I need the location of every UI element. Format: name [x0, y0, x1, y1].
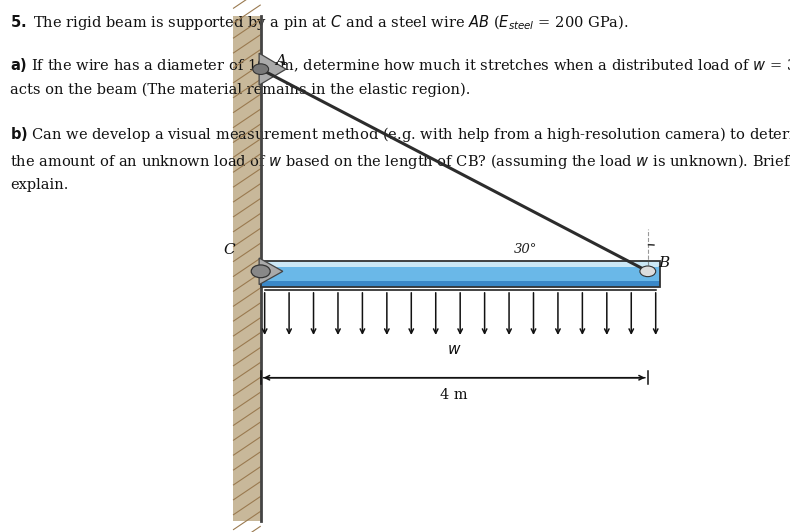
Text: 30°: 30° [514, 244, 537, 256]
Polygon shape [261, 267, 660, 281]
Text: acts on the beam (The material remains in the elastic region).: acts on the beam (The material remains i… [10, 82, 471, 97]
Text: $w$: $w$ [447, 343, 461, 357]
Polygon shape [259, 258, 283, 285]
Text: $\mathbf{5.}$ The rigid beam is supported by a pin at $C$ and a steel wire $AB$ : $\mathbf{5.}$ The rigid beam is supporte… [10, 13, 629, 32]
Text: B: B [658, 256, 669, 270]
Circle shape [640, 266, 656, 277]
Text: $\mathbf{a)}$ If the wire has a diameter of 10mm, determine how much it stretche: $\mathbf{a)}$ If the wire has a diameter… [10, 56, 790, 74]
Text: C: C [224, 243, 235, 257]
Circle shape [251, 265, 270, 278]
Text: A: A [275, 54, 286, 68]
Polygon shape [261, 261, 660, 267]
Text: $\mathbf{b)}$ Can we develop a visual measurement method (e.g. with help from a : $\mathbf{b)}$ Can we develop a visual me… [10, 125, 790, 144]
Polygon shape [261, 281, 660, 287]
Polygon shape [259, 53, 286, 85]
Text: the amount of an unknown load of $w$ based on the length of CB? (assuming the lo: the amount of an unknown load of $w$ bas… [10, 152, 790, 171]
Polygon shape [233, 16, 261, 521]
Text: 4 m: 4 m [441, 388, 468, 402]
Text: explain.: explain. [10, 178, 69, 192]
Circle shape [253, 64, 269, 74]
